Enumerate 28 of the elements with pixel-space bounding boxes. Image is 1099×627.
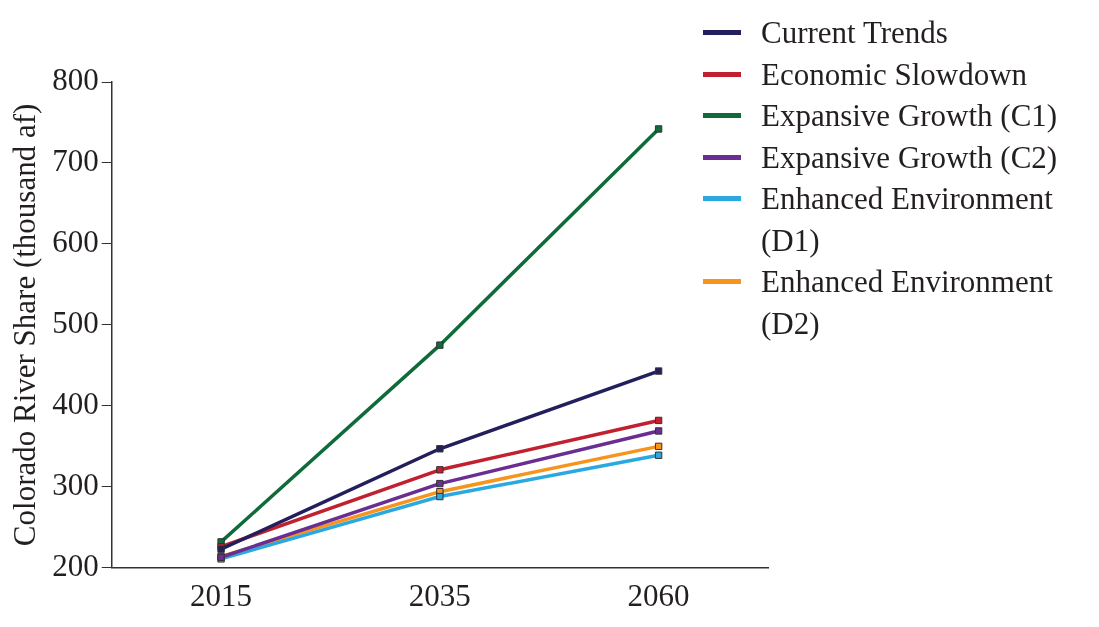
point: [654, 125, 663, 133]
y-tick-label: 500: [52, 305, 99, 341]
point: [654, 427, 663, 435]
y-tick-label: 600: [52, 224, 99, 260]
legend-label: Expansive Growth (C2): [761, 138, 1058, 177]
legend-label: Enhanced Environment (D2): [761, 263, 1054, 343]
y-tick-label: 800: [52, 62, 99, 98]
point: [436, 445, 444, 453]
legend-label: Enhanced Environment (D1): [761, 180, 1054, 260]
x-tick-label: 2015: [190, 577, 253, 613]
x-tick-label: 2035: [408, 577, 471, 613]
legend-label: Current Trends: [761, 14, 948, 52]
point: [436, 341, 444, 349]
point: [436, 479, 444, 488]
point: [654, 442, 663, 451]
point: [654, 416, 663, 425]
point: [436, 466, 444, 474]
y-tick-label: 300: [52, 466, 99, 502]
y-axis-title: Colorado River Share (thousand af): [6, 103, 42, 547]
y-tick-label: 200: [52, 547, 99, 583]
point: [654, 367, 663, 375]
legend-label: Expansive Growth (C1): [761, 97, 1058, 135]
y-tick-label: 400: [52, 386, 99, 422]
y-tick-label: 700: [52, 143, 99, 179]
x-tick-label: 2060: [627, 577, 690, 613]
legend-label: Economic Slowdown: [761, 55, 1028, 94]
point: [654, 451, 663, 459]
point: [436, 492, 444, 501]
